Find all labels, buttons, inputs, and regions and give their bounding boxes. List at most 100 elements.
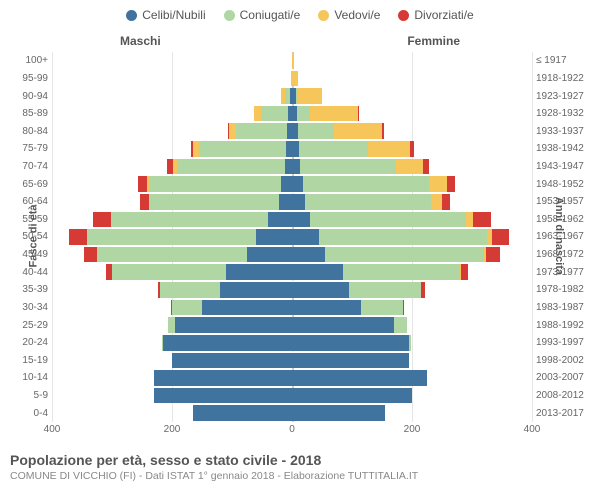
- age-label: 85-89: [10, 108, 48, 119]
- age-label: 30-34: [10, 302, 48, 313]
- age-row: 50-541963-1967: [52, 228, 532, 246]
- bar-segment: [69, 229, 87, 245]
- age-label: 40-44: [10, 267, 48, 278]
- male-bar: [52, 141, 292, 157]
- female-bar: [292, 229, 532, 245]
- year-label: 2013-2017: [536, 408, 592, 419]
- bar-segment: [466, 212, 473, 228]
- legend-item: Coniugati/e: [224, 8, 301, 22]
- bar-segment: [310, 212, 466, 228]
- year-label: 1983-1987: [536, 302, 592, 313]
- male-header: Maschi: [120, 34, 161, 48]
- year-label: 1998-2002: [536, 355, 592, 366]
- bar-segment: [138, 176, 146, 192]
- chart-title: Popolazione per età, sesso e stato civil…: [10, 452, 590, 468]
- x-tick: 200: [404, 424, 421, 435]
- x-tick: 200: [164, 424, 181, 435]
- age-label: 80-84: [10, 126, 48, 137]
- age-row: 15-191998-2002: [52, 352, 532, 370]
- bar-segment: [292, 353, 409, 369]
- bar-segment: [220, 282, 292, 298]
- female-bar: [292, 159, 532, 175]
- bar-segment: [396, 159, 423, 175]
- age-label: 25-29: [10, 320, 48, 331]
- year-label: 1938-1942: [536, 143, 592, 154]
- legend-swatch: [398, 10, 409, 21]
- female-bar: [292, 247, 532, 263]
- bar-segment: [303, 176, 429, 192]
- bar-segment: [292, 335, 409, 351]
- bar-segment: [409, 335, 411, 351]
- legend-swatch: [126, 10, 137, 21]
- female-bar: [292, 176, 532, 192]
- bar-segment: [154, 388, 292, 404]
- bar-segment: [298, 88, 322, 104]
- male-bar: [52, 123, 292, 139]
- bar-segment: [334, 123, 382, 139]
- bar-segment: [254, 106, 261, 122]
- female-bar: [292, 71, 532, 87]
- female-bar: [292, 194, 532, 210]
- bar-segment: [112, 264, 226, 280]
- bar-segment: [292, 388, 412, 404]
- bar-segment: [150, 194, 279, 210]
- bar-segment: [325, 247, 484, 263]
- bar-segment: [154, 370, 292, 386]
- bar-segment: [299, 141, 368, 157]
- female-bar: [292, 300, 532, 316]
- age-row: 55-591958-1962: [52, 211, 532, 229]
- female-bar: [292, 141, 532, 157]
- age-row: 65-691948-1952: [52, 175, 532, 193]
- year-label: 1928-1932: [536, 108, 592, 119]
- male-bar: [52, 317, 292, 333]
- pyramid-chart-container: Celibi/NubiliConiugati/eVedovi/eDivorzia…: [0, 0, 600, 500]
- age-label: 70-74: [10, 161, 48, 172]
- legend-item: Celibi/Nubili: [126, 8, 205, 22]
- age-label: 75-79: [10, 143, 48, 154]
- year-label: 2008-2012: [536, 390, 592, 401]
- female-bar: [292, 317, 532, 333]
- bar-segment: [268, 212, 292, 228]
- year-label: 1988-1992: [536, 320, 592, 331]
- bar-segment: [461, 264, 468, 280]
- chart-subtitle: COMUNE DI VICCHIO (FI) - Dati ISTAT 1° g…: [10, 470, 590, 482]
- bar-segment: [292, 159, 300, 175]
- age-label: 15-19: [10, 355, 48, 366]
- year-label: 1958-1962: [536, 214, 592, 225]
- age-label: 45-49: [10, 249, 48, 260]
- female-bar: [292, 106, 532, 122]
- bar-segment: [403, 300, 404, 316]
- year-label: 1963-1967: [536, 231, 592, 242]
- plot: 100+≤ 191795-991918-192290-941923-192785…: [52, 52, 532, 422]
- age-row: 30-341983-1987: [52, 299, 532, 317]
- female-bar: [292, 282, 532, 298]
- x-axis: 4002000200400: [52, 424, 532, 444]
- bar-segment: [88, 229, 256, 245]
- legend-label: Coniugati/e: [240, 8, 301, 22]
- legend-label: Celibi/Nubili: [142, 8, 205, 22]
- age-row: 100+≤ 1917: [52, 52, 532, 70]
- bar-segment: [305, 194, 431, 210]
- bar-segment: [149, 176, 281, 192]
- age-label: 60-64: [10, 196, 48, 207]
- male-bar: [52, 353, 292, 369]
- age-row: 40-441973-1977: [52, 263, 532, 281]
- bar-segment: [292, 370, 427, 386]
- female-bar: [292, 388, 532, 404]
- bar-segment: [394, 317, 407, 333]
- bar-segment: [292, 264, 343, 280]
- male-bar: [52, 88, 292, 104]
- year-label: 1933-1937: [536, 126, 592, 137]
- female-header: Femmine: [407, 34, 460, 48]
- bar-segment: [292, 282, 349, 298]
- year-label: ≤ 1917: [536, 55, 592, 66]
- legend: Celibi/NubiliConiugati/eVedovi/eDivorzia…: [0, 0, 600, 26]
- bar-segment: [281, 176, 292, 192]
- year-label: 1918-1922: [536, 73, 592, 84]
- bar-segment: [226, 264, 292, 280]
- bar-segment: [292, 229, 319, 245]
- bar-segment: [236, 123, 287, 139]
- bar-segment: [292, 300, 361, 316]
- bar-segment: [410, 141, 414, 157]
- bar-segment: [292, 141, 299, 157]
